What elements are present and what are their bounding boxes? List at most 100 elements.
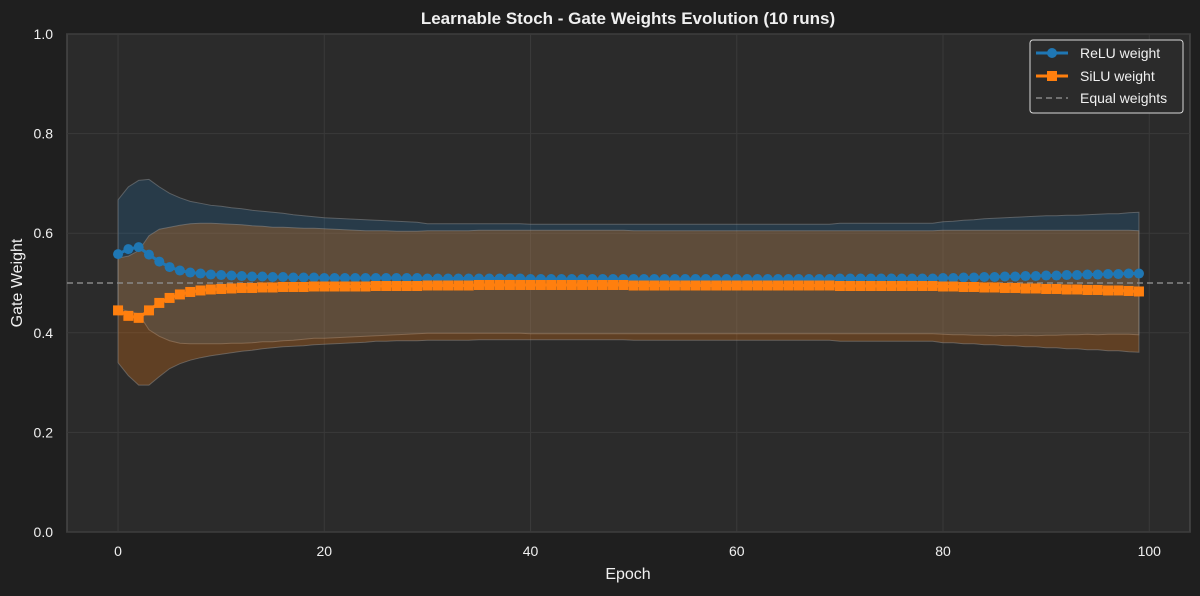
silu-point: [401, 280, 412, 291]
silu-point: [608, 279, 619, 290]
relu-point: [133, 242, 144, 253]
relu-point: [164, 262, 175, 273]
silu-point: [1123, 285, 1134, 296]
relu-point: [370, 273, 381, 284]
relu-point: [267, 272, 278, 283]
relu-point: [1030, 271, 1041, 282]
silu-point: [1082, 284, 1093, 295]
silu-point: [123, 310, 134, 321]
silu-point: [154, 297, 165, 308]
y-tick-label: 0.6: [34, 225, 54, 241]
relu-point: [278, 272, 289, 283]
relu-point: [205, 269, 216, 280]
silu-line: [117, 283, 1140, 320]
silu-point: [205, 284, 216, 295]
x-tick-label: 20: [317, 543, 333, 559]
x-ticks: 0 20 40 60 80 100: [114, 543, 1161, 559]
silu-point: [339, 281, 350, 292]
relu-point: [1020, 271, 1031, 282]
silu-point: [257, 282, 268, 293]
silu-point: [762, 280, 773, 291]
silu-point: [886, 280, 897, 291]
legend-silu-marker: [1047, 71, 1057, 81]
relu-point: [1051, 270, 1062, 281]
silu-point: [1072, 284, 1083, 295]
silu-point: [793, 280, 804, 291]
x-tick-label: 0: [114, 543, 122, 559]
silu-point: [133, 312, 144, 323]
silu-point: [453, 280, 464, 291]
silu-point: [814, 280, 825, 291]
relu-point: [154, 256, 165, 267]
silu-point: [195, 285, 206, 296]
silu-point: [917, 280, 928, 291]
relu-point: [185, 267, 196, 278]
silu-point: [958, 281, 969, 292]
x-tick-label: 40: [523, 543, 539, 559]
relu-point: [360, 273, 371, 284]
relu-point: [1123, 268, 1134, 279]
relu-point: [247, 271, 258, 282]
relu-point: [1072, 270, 1083, 281]
silu-point: [700, 280, 711, 291]
relu-point: [298, 272, 309, 283]
silu-point: [1030, 283, 1041, 294]
relu-point: [1082, 269, 1093, 280]
silu-point: [226, 283, 237, 294]
relu-point: [308, 272, 319, 283]
silu-point: [803, 280, 814, 291]
silu-point: [824, 280, 835, 291]
silu-point: [638, 280, 649, 291]
silu-point: [587, 279, 598, 290]
silu-point: [370, 280, 381, 291]
silu-point: [288, 281, 299, 292]
silu-point: [927, 280, 938, 291]
y-tick-label: 0.8: [34, 126, 54, 142]
x-axis-label: Epoch: [605, 566, 650, 583]
y-ticks: 0.0 0.2 0.4 0.6 0.8 1.0: [34, 26, 54, 540]
silu-point: [360, 281, 371, 292]
silu-point: [628, 280, 639, 291]
y-tick-label: 0.0: [34, 524, 54, 540]
silu-point: [1103, 285, 1114, 296]
relu-line: [117, 245, 1139, 281]
relu-point: [236, 271, 247, 282]
relu-point: [958, 272, 969, 283]
silu-point: [711, 280, 722, 291]
y-tick-label: 0.2: [34, 424, 54, 440]
silu-point: [432, 280, 443, 291]
relu-point: [1041, 270, 1052, 281]
relu-point: [999, 271, 1010, 282]
silu-point: [989, 282, 1000, 293]
silu-point: [113, 305, 124, 316]
silu-point: [504, 279, 515, 290]
relu-point: [339, 273, 350, 284]
silu-point: [896, 280, 907, 291]
silu-point: [876, 280, 887, 291]
silu-point: [907, 280, 918, 291]
silu-point: [143, 305, 154, 316]
silu-point: [1041, 283, 1052, 294]
legend: ReLU weight SiLU weight Equal weights: [1029, 39, 1184, 114]
relu-point: [412, 273, 423, 284]
y-tick-label: 1.0: [34, 26, 54, 42]
silu-point: [216, 283, 227, 294]
silu-point: [525, 279, 536, 290]
legend-silu-label: SiLU weight: [1080, 68, 1155, 84]
relu-point: [979, 272, 990, 283]
relu-point: [1103, 269, 1114, 280]
silu-point: [649, 280, 660, 291]
silu-point: [968, 281, 979, 292]
relu-point: [948, 273, 959, 284]
silu-point: [773, 280, 784, 291]
silu-point: [381, 280, 392, 291]
silu-point: [443, 280, 454, 291]
silu-point: [1113, 285, 1124, 296]
silu-point: [783, 280, 794, 291]
silu-point: [566, 279, 577, 290]
relu-point: [143, 249, 154, 260]
relu-point: [381, 273, 392, 284]
grid: [67, 33, 1190, 533]
silu-point: [298, 281, 309, 292]
relu-point: [226, 270, 237, 281]
